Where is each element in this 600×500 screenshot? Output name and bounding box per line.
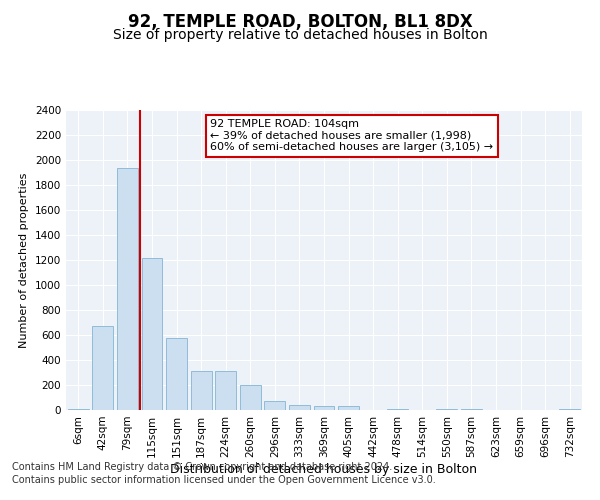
- Bar: [289, 405, 310, 410]
- Y-axis label: Number of detached properties: Number of detached properties: [19, 172, 29, 348]
- Bar: [461, 408, 482, 410]
- Bar: [191, 371, 212, 410]
- Bar: [142, 258, 163, 410]
- Text: 92, TEMPLE ROAD, BOLTON, BL1 8DX: 92, TEMPLE ROAD, BOLTON, BL1 8DX: [128, 12, 472, 30]
- Bar: [240, 385, 261, 410]
- Text: Contains HM Land Registry data © Crown copyright and database right 2024.: Contains HM Land Registry data © Crown c…: [12, 462, 392, 472]
- X-axis label: Distribution of detached houses by size in Bolton: Distribution of detached houses by size …: [170, 462, 478, 475]
- Bar: [314, 406, 334, 410]
- Bar: [215, 371, 236, 410]
- Bar: [92, 326, 113, 410]
- Text: 92 TEMPLE ROAD: 104sqm
← 39% of detached houses are smaller (1,998)
60% of semi-: 92 TEMPLE ROAD: 104sqm ← 39% of detached…: [211, 119, 494, 152]
- Text: Size of property relative to detached houses in Bolton: Size of property relative to detached ho…: [113, 28, 487, 42]
- Text: Contains public sector information licensed under the Open Government Licence v3: Contains public sector information licen…: [12, 475, 436, 485]
- Bar: [166, 338, 187, 410]
- Bar: [265, 401, 286, 410]
- Bar: [338, 406, 359, 410]
- Bar: [117, 168, 138, 410]
